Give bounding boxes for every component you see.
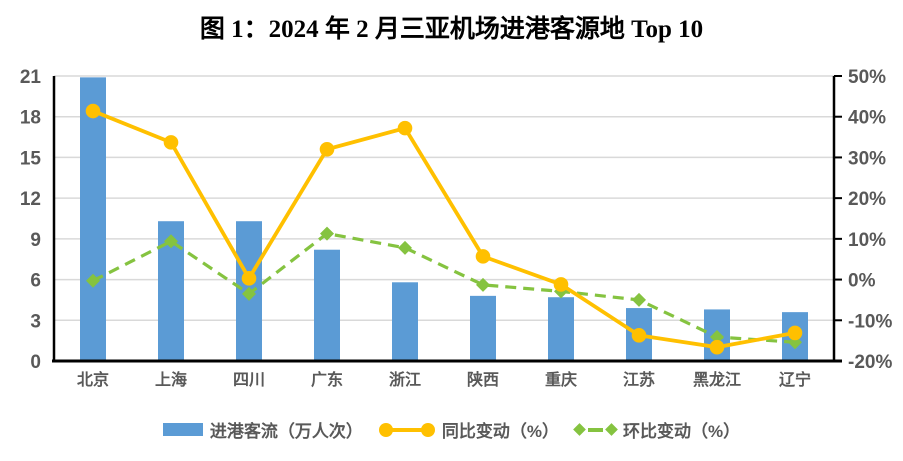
left-axis-tick-label: 9 bbox=[30, 230, 41, 251]
mom-marker-浙江 bbox=[398, 240, 412, 255]
yoy-marker-江苏 bbox=[631, 328, 647, 343]
yoy-marker-浙江 bbox=[397, 120, 413, 136]
x-axis-category-label: 浙江 bbox=[389, 370, 421, 389]
x-axis-category-label: 江苏 bbox=[623, 370, 655, 389]
bar-北京 bbox=[80, 77, 106, 361]
bar-swatch-icon bbox=[162, 423, 203, 436]
x-axis-category-label: 上海 bbox=[155, 370, 187, 389]
legend-label-yoy: 同比变动（%） bbox=[441, 422, 559, 441]
legend-item-yoy: 同比变动（%） bbox=[378, 417, 559, 442]
yoy-marker-四川 bbox=[241, 271, 257, 286]
x-axis-category-label: 重庆 bbox=[545, 370, 577, 389]
bar-浙江 bbox=[392, 282, 418, 361]
mom-marker-上海 bbox=[164, 234, 178, 249]
right-axis-tick-label: -20% bbox=[848, 352, 892, 373]
mom-marker-北京 bbox=[86, 273, 100, 288]
bar-广东 bbox=[314, 249, 340, 361]
yoy-line bbox=[92, 109, 796, 350]
line-circle-swatch-icon bbox=[378, 422, 435, 437]
left-axis-tick-label: 6 bbox=[30, 271, 41, 292]
mom-marker-四川 bbox=[242, 286, 256, 301]
left-axis-tick-label: 0 bbox=[30, 352, 41, 373]
mom-marker-广东 bbox=[320, 226, 334, 241]
yoy-marker-黑龙江 bbox=[709, 339, 725, 355]
right-axis-tick-label: 0% bbox=[848, 271, 876, 292]
right-axis-tick-label: -10% bbox=[848, 311, 892, 332]
x-axis-category-label: 辽宁 bbox=[779, 370, 811, 389]
x-axis-category-label: 陕西 bbox=[467, 370, 499, 389]
combo-chart: 0 3 6 9 12 15 18 21 -20% -10% 0% 10% 20% 30% 40% 50% 北京 上… bbox=[20, 67, 893, 389]
mom-marker-陕西 bbox=[476, 277, 490, 292]
mom-marker-黑龙江 bbox=[710, 329, 724, 344]
legend-item-arrivals: 进港客流（万人次） bbox=[162, 417, 363, 442]
x-axis-category-label: 北京 bbox=[77, 370, 109, 389]
right-axis-tick-label: 30% bbox=[848, 148, 886, 169]
legend-label-arrivals: 进港客流（万人次） bbox=[209, 422, 363, 441]
right-axis-tick-label: 40% bbox=[848, 108, 886, 129]
yoy-marker-重庆 bbox=[553, 277, 569, 292]
left-axis-tick-label: 15 bbox=[20, 148, 42, 169]
right-axis-tick-label: 10% bbox=[848, 230, 886, 251]
mom-marker-江苏 bbox=[632, 292, 646, 307]
left-axis-tick-label: 18 bbox=[20, 108, 41, 129]
left-axis-tick-label: 12 bbox=[20, 189, 41, 210]
yoy-marker-陕西 bbox=[475, 249, 491, 264]
mom-line bbox=[92, 231, 796, 344]
yoy-marker-北京 bbox=[85, 103, 101, 119]
yoy-marker-上海 bbox=[163, 135, 179, 150]
bar-重庆 bbox=[548, 297, 574, 361]
legend-item-mom: 环比变动（%） bbox=[573, 417, 741, 442]
yoy-marker-辽宁 bbox=[787, 325, 803, 341]
bar-陕西 bbox=[470, 295, 496, 361]
x-axis-category-label: 黑龙江 bbox=[693, 370, 741, 389]
x-axis-category-label: 四川 bbox=[233, 372, 265, 389]
legend-label-mom: 环比变动（%） bbox=[623, 422, 741, 441]
left-axis-tick-label: 21 bbox=[20, 67, 42, 88]
left-axis-tick-label: 3 bbox=[30, 311, 41, 332]
dashed-diamond-swatch-icon bbox=[573, 423, 618, 436]
yoy-marker-广东 bbox=[319, 141, 335, 157]
right-axis-tick-label: 50% bbox=[848, 67, 886, 88]
chart-legend: 进港客流（万人次） 同比变动（%） 环比变动（%） bbox=[0, 417, 903, 442]
right-axis-tick-label: 20% bbox=[848, 189, 886, 210]
chart-title: 图 1：2024 年 2 月三亚机场进港客源地 Top 10 bbox=[199, 16, 704, 43]
x-axis-category-label: 广东 bbox=[311, 370, 343, 389]
